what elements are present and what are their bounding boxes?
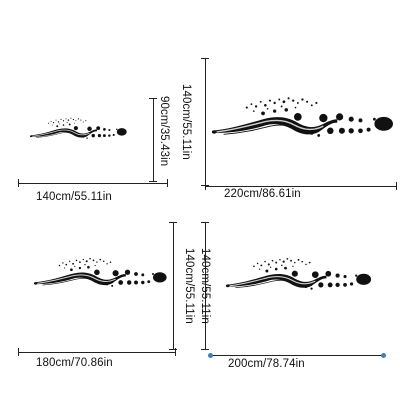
end-marker: [381, 353, 386, 358]
height-dimension-line: [169, 222, 178, 350]
start-marker: [208, 353, 213, 358]
height-dimension-line: [201, 222, 210, 350]
width-dimension-line: [208, 353, 386, 358]
width-dimension-line: [205, 182, 397, 191]
width-label: 180cm/70.86in: [36, 357, 113, 369]
width-dimension-line: [18, 179, 168, 188]
width-label: 220cm/86.61in: [224, 188, 301, 200]
width-label: 200cm/78.74in: [228, 358, 305, 370]
size-panel-1: 90cm/35.43in 140cm/55.11in: [0, 0, 200, 203]
height-dimension-line: [149, 98, 158, 182]
width-dimension-line: [18, 348, 176, 357]
size-panel-3: 140cm/55.11in 180cm/70.86in: [18, 222, 195, 369]
width-label: 140cm/55.11in: [36, 191, 112, 203]
size-panel-2: 140cm/55.11in 220cm/86.61in: [180, 58, 397, 200]
height-label: 140cm/55.11in: [199, 248, 211, 324]
